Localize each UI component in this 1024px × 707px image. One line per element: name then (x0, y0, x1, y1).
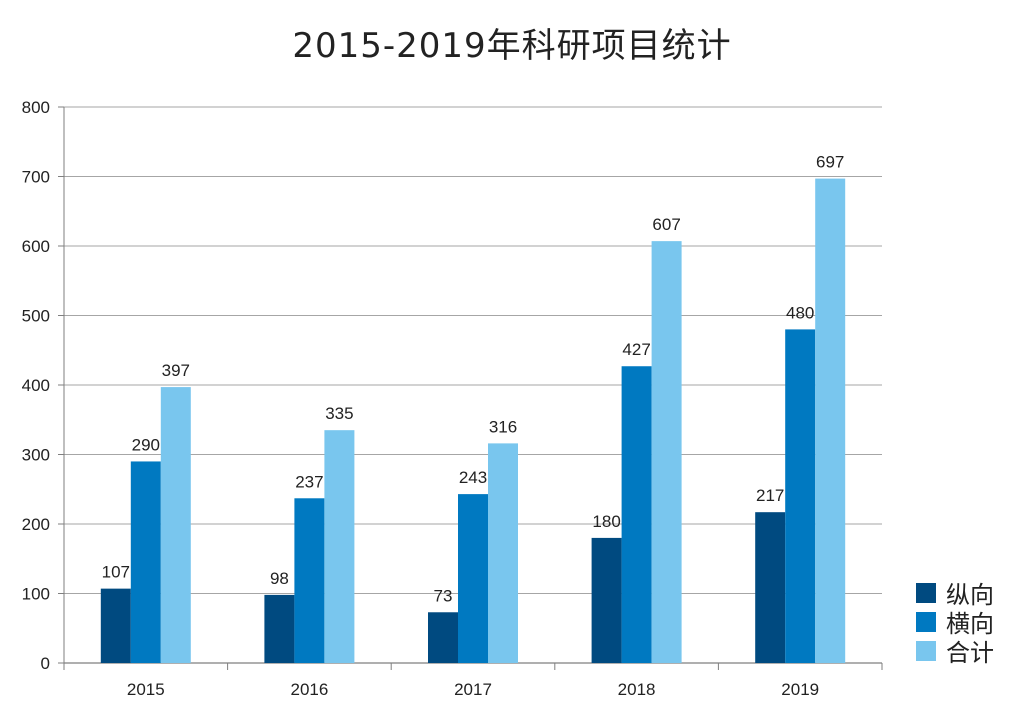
data-label: 427 (622, 340, 650, 359)
data-label: 607 (652, 215, 680, 234)
chart-title: 2015-2019年科研项目统计 (292, 26, 732, 66)
legend-item-hengxiang: 横向 (916, 607, 994, 638)
x-tick-label: 2019 (781, 680, 819, 699)
y-tick-label: 0 (41, 654, 50, 673)
bar (100, 588, 131, 663)
data-label: 237 (295, 472, 323, 491)
data-label: 107 (102, 563, 130, 582)
data-label: 697 (816, 153, 844, 172)
data-label: 316 (489, 417, 517, 436)
legend-label-heji: 合计 (946, 639, 994, 667)
data-label: 243 (459, 468, 487, 487)
bar (591, 537, 622, 663)
data-label: 180 (592, 512, 620, 531)
bar (488, 443, 518, 663)
data-label: 480 (786, 303, 814, 322)
legend-item-zongxiang: 纵向 (916, 578, 994, 609)
legend-swatch-zongxiang (916, 582, 936, 603)
legend-swatch-heji (916, 640, 936, 661)
y-tick-label: 700 (22, 168, 50, 187)
bar (160, 387, 191, 663)
bar (815, 178, 846, 663)
bar (324, 430, 355, 663)
bar (428, 612, 458, 663)
y-tick-label: 400 (22, 376, 50, 395)
data-label: 98 (270, 569, 289, 588)
legend-label-zongxiang: 纵向 (946, 581, 994, 609)
legend-item-heji: 合计 (916, 636, 994, 667)
x-tick-label: 2018 (618, 680, 656, 699)
y-tick-label: 500 (22, 307, 50, 326)
data-label: 290 (132, 435, 160, 454)
data-label: 217 (756, 486, 784, 505)
bar (458, 494, 488, 663)
y-tick-label: 200 (22, 515, 50, 534)
x-tick-label: 2016 (290, 680, 328, 699)
bar (755, 512, 786, 663)
bar (651, 241, 682, 663)
legend-label-hengxiang: 横向 (946, 610, 994, 638)
bar (264, 594, 295, 663)
bar (294, 498, 325, 663)
y-tick-label: 100 (22, 585, 50, 604)
x-tick-label: 2015 (127, 680, 165, 699)
legend: 纵向 横向 合计 (916, 578, 994, 667)
data-label: 335 (325, 404, 353, 423)
bar (130, 461, 161, 663)
bar (621, 366, 652, 663)
data-label: 73 (434, 586, 453, 605)
x-tick-label: 2017 (454, 680, 492, 699)
y-tick-label: 800 (22, 98, 50, 117)
y-tick-label: 600 (22, 237, 50, 256)
y-tick-label: 300 (22, 446, 50, 465)
bar (785, 329, 816, 663)
data-label: 397 (162, 361, 190, 380)
legend-swatch-hengxiang (916, 611, 936, 632)
